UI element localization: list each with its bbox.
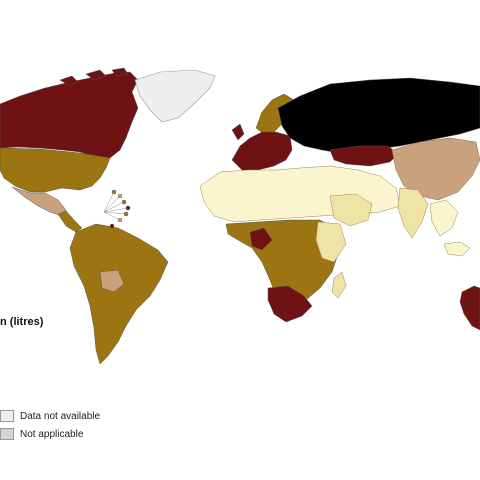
region-indonesia <box>443 241 471 257</box>
region-north-africa-middle-east <box>199 165 401 223</box>
legend-item-not-available: Data not available <box>0 409 100 423</box>
region-bolivia <box>99 269 125 293</box>
region-nigeria <box>249 227 273 251</box>
caribbean-islands <box>103 189 131 229</box>
legend-label-not-applicable: Not applicable <box>20 428 84 440</box>
region-southern-africa <box>267 285 313 323</box>
region-arctic-islands <box>59 67 129 87</box>
region-east-africa <box>315 221 347 263</box>
region-south-america <box>69 223 169 365</box>
legend-swatch-not-applicable <box>0 428 14 440</box>
region-arabia-iran <box>329 193 373 227</box>
region-india <box>397 187 429 239</box>
region-canada <box>0 71 139 159</box>
region-russia <box>277 77 480 155</box>
region-china <box>391 137 480 201</box>
region-central-america <box>57 210 83 233</box>
region-uk <box>231 123 245 141</box>
region-kazakhstan <box>329 145 399 167</box>
region-usa <box>0 147 111 193</box>
legend-item-not-applicable: Not applicable <box>0 427 83 441</box>
region-southeast-asia <box>429 199 459 237</box>
region-australia <box>459 285 480 331</box>
region-western-europe <box>231 131 293 173</box>
region-madagascar <box>331 271 347 299</box>
region-greenland <box>134 69 216 123</box>
legend-label-not-available: Data not available <box>20 410 101 422</box>
legend-swatch-not-available <box>0 410 14 422</box>
legend-title: n (litres) <box>0 316 44 328</box>
